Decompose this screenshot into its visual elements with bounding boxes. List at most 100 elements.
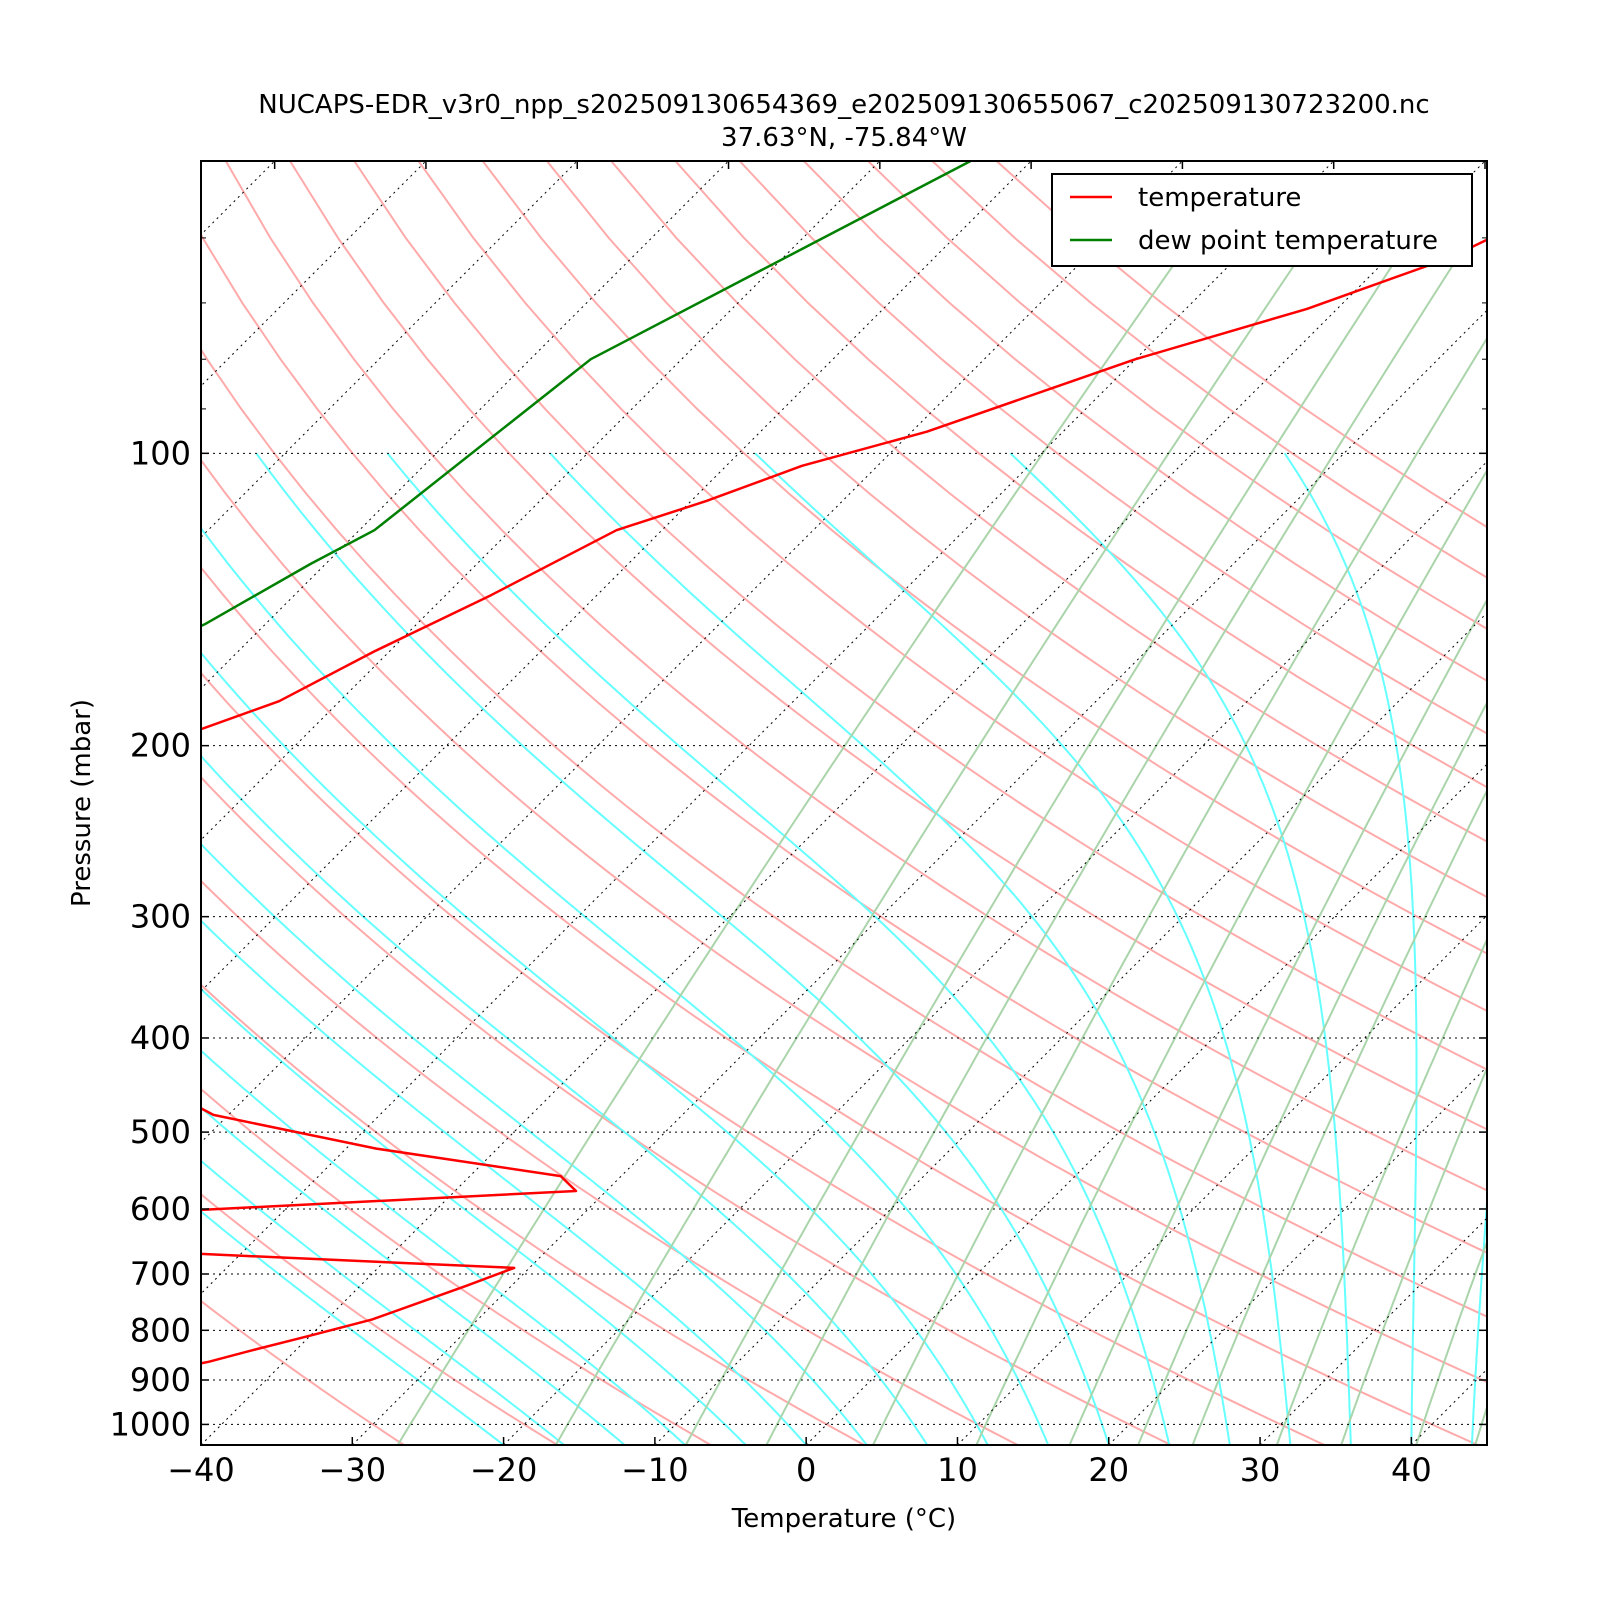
mixing-ratio-line	[1340, 1065, 1487, 1445]
mixing-ratio-line	[1474, 1403, 1487, 1445]
x-axis-label: Temperature (°C)	[731, 1504, 956, 1534]
isotherm-line	[201, 161, 578, 538]
dry-adiabat-line	[674, 161, 1487, 789]
isotherm-line	[351, 309, 1487, 1445]
dry-adiabat-line	[995, 161, 1487, 529]
dry-adiabat-line	[201, 347, 1487, 1318]
isotherm-line	[805, 763, 1487, 1445]
x-tick-label: −30	[319, 1451, 387, 1489]
moist-adiabat-line	[201, 987, 747, 1445]
mixing-ratio-line	[396, 237, 1194, 1445]
mixing-ratio-line	[975, 468, 1487, 1445]
moist-adiabat-line	[201, 1210, 505, 1445]
isotherm-line	[1108, 1066, 1487, 1445]
x-tick-label: 40	[1391, 1451, 1432, 1489]
plot-frame	[200, 160, 1488, 1446]
dry-adiabat-line	[201, 671, 1325, 1445]
moist-adiabat-line	[1009, 452, 1352, 1445]
moist-adiabat-line	[549, 452, 1231, 1445]
isotherm-line	[201, 161, 427, 387]
x-tick-label: 0	[796, 1451, 816, 1489]
isotherm-line	[201, 161, 1335, 1295]
mixing-ratio-line	[1191, 788, 1487, 1445]
x-tick-label: 20	[1088, 1451, 1129, 1489]
moist-adiabat-line	[255, 452, 1110, 1445]
x-tick-label: −20	[470, 1451, 538, 1489]
isotherm-line	[0, 161, 123, 1445]
y-tick-label: 1000	[110, 1405, 191, 1443]
mixing-ratio-line	[554, 237, 1314, 1445]
moist-adiabat-line	[1470, 1189, 1487, 1445]
isotherm-line	[1563, 161, 1600, 1445]
moist-adiabat-line	[201, 1106, 626, 1445]
mixing-ratio-line	[1415, 1239, 1487, 1445]
pressure-gridlines	[201, 452, 1487, 1425]
mixing-ratio-line	[765, 237, 1472, 1445]
isotherm-line	[201, 161, 1183, 1144]
moist-adiabat-line	[201, 842, 868, 1445]
dry-adiabat-line	[201, 232, 1487, 1254]
isotherm-line	[201, 161, 1032, 992]
mixing-ratio-line	[1275, 937, 1487, 1445]
y-axis-label: Pressure (mbar)	[67, 699, 97, 907]
moist-adiabat-line	[201, 754, 929, 1445]
legend-box	[1051, 173, 1473, 267]
dry-adiabat-line	[201, 458, 1487, 1384]
isotherm-line	[1259, 1217, 1487, 1445]
dry-adiabat-line	[224, 161, 1487, 1192]
chart-title: NUCAPS-EDR_v3r0_npp_s202509130654369_e20…	[258, 90, 1429, 120]
y-tick-label: 700	[130, 1255, 191, 1293]
y-tick-label: 600	[130, 1190, 191, 1228]
moist-adiabat-line	[201, 526, 1050, 1445]
isotherm-line	[201, 161, 881, 841]
legend-label-temperature: temperature	[1138, 183, 1301, 213]
moist-adiabat-line	[754, 452, 1292, 1445]
y-tick-label: 100	[130, 434, 191, 472]
dewpoint-line	[201, 161, 972, 628]
isotherm-line	[201, 161, 729, 690]
legend: temperature dew point temperature	[1051, 173, 1473, 267]
x-tick-label: 30	[1240, 1451, 1281, 1489]
mixing-ratio-line	[872, 336, 1487, 1445]
dry-adiabat-line	[289, 161, 1487, 1131]
mixing-ratio-line	[684, 237, 1412, 1445]
dry-adiabat-line	[201, 566, 1479, 1445]
data-series	[201, 161, 1487, 1365]
dry-adiabat-line	[201, 879, 1019, 1445]
temperature-line	[201, 238, 1487, 1365]
x-tick-label: 10	[937, 1451, 978, 1489]
isotherm-line	[1410, 1368, 1487, 1445]
dry-adiabat-line	[201, 1087, 712, 1445]
moist-adiabat-line	[201, 651, 989, 1445]
dry-adiabat-line	[481, 161, 1487, 955]
y-tick-label: 300	[130, 898, 191, 936]
legend-label-dewpoint: dew point temperature	[1138, 226, 1438, 256]
moist-adiabat-line	[386, 452, 1171, 1445]
dry-adiabat-line	[931, 161, 1487, 579]
isotherm-line	[654, 612, 1487, 1445]
mixing-ratio-line	[1068, 597, 1487, 1445]
y-tick-label: 200	[130, 727, 191, 765]
isotherm-line	[503, 460, 1487, 1445]
moist-adiabat-line	[201, 919, 807, 1445]
y-tick-label: 500	[130, 1113, 191, 1151]
dry-adiabat-line	[610, 161, 1487, 843]
chart-subtitle: 37.63°N, -75.84°W	[721, 123, 967, 153]
x-tick-label: −40	[167, 1451, 235, 1489]
y-tick-label: 800	[130, 1311, 191, 1349]
dry-adiabat-line	[353, 161, 1487, 1071]
dry-adiabat-line	[201, 775, 1172, 1445]
reference-lines	[0, 161, 1600, 1445]
y-tick-label: 900	[130, 1361, 191, 1399]
y-tick-label: 400	[130, 1019, 191, 1057]
dry-adiabat-line	[417, 161, 1487, 1013]
dry-adiabat-line	[546, 161, 1487, 899]
mixing-ratio-line	[1137, 700, 1487, 1445]
dry-adiabat-line	[201, 983, 865, 1445]
moist-adiabat-line	[201, 1049, 686, 1445]
moist-adiabat-line	[201, 1159, 565, 1445]
isotherm-line	[201, 161, 1486, 1445]
dry-adiabat-line	[201, 1299, 405, 1445]
